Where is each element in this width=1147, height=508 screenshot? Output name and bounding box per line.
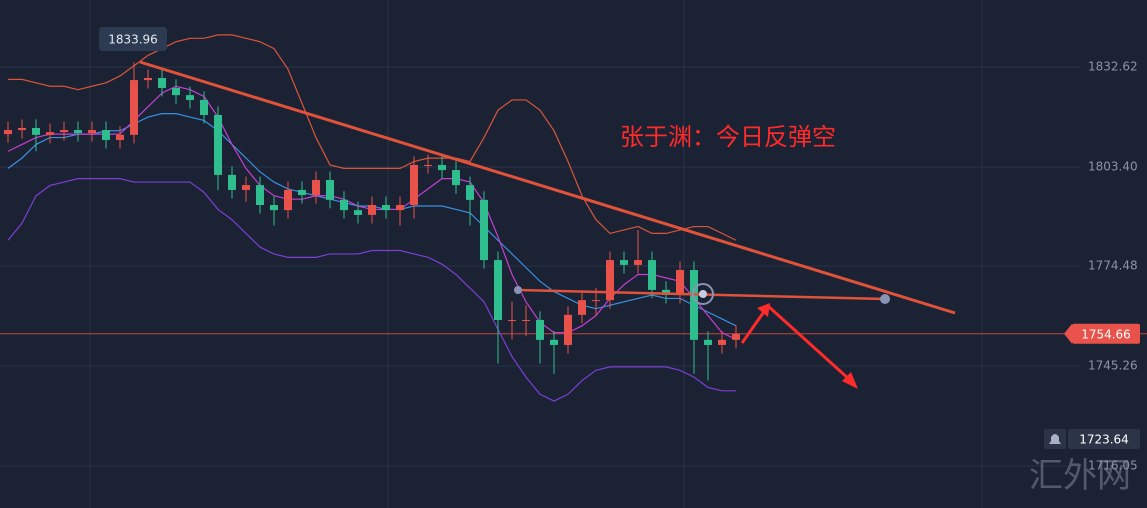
candle-body [214,114,222,175]
candle-body [32,127,40,135]
candle-body [284,189,292,211]
candle-body [396,204,404,211]
vertical-grid [89,0,983,508]
candle-body [88,130,96,134]
candle-body [18,127,26,131]
candle-body [200,99,208,115]
candle-body [158,78,166,88]
candle-body [550,339,558,345]
candle-body [312,180,320,196]
candle-body [410,164,418,205]
price-tag [1072,323,1140,344]
candle-body [634,260,642,265]
candle-body [732,333,740,340]
y-tick-label: 1774.48 [1088,258,1138,272]
line-handle [699,290,707,298]
candle-body [718,339,726,345]
candle-body [256,185,264,205]
candle-body [46,132,54,135]
candle-body [4,130,12,135]
line-handle [880,294,890,304]
alert-box [1068,429,1140,449]
candle-body [480,199,488,261]
alert-icon [1049,434,1061,444]
candle-body [172,87,180,96]
trend-line [139,60,956,315]
candle-body [186,95,194,100]
candles [4,62,740,381]
candle-body [298,189,306,196]
alert-price-label: 1723.64 [1079,433,1129,447]
indicator-line [7,178,736,402]
candle-body [242,185,250,190]
candle-body [116,134,124,140]
y-tick-label: 1803.40 [1088,160,1138,174]
indicator-line [8,34,737,241]
arrow-head [842,372,858,389]
candle-body [382,204,390,211]
line-handle [514,286,522,294]
candle-body [606,260,614,301]
candle-body [452,170,460,186]
candle-body [340,199,348,211]
candle-body [592,300,600,302]
candle-body [424,164,432,166]
candle-body [704,339,712,345]
high-tooltip: 1833.96 [108,33,158,47]
candle-body [522,319,530,321]
candle-body [508,319,516,321]
labels: 1832.62 1803.40 1774.48 1745.26 1716.05 1833.… [99,27,1140,472]
annotation: 张于渊：今日反弹空 [620,123,836,151]
candle-body [438,164,446,171]
candle-body [648,260,656,290]
candle-body [564,314,572,345]
line-handle [692,283,714,305]
candle-body [228,174,236,190]
candle-body [676,270,684,295]
price-tag-pointer [1064,323,1072,344]
candle-body [494,260,502,320]
candle-body [690,270,698,340]
current-price-label: 1754.66 [1081,327,1131,341]
y-tick-label: 1716.05 [1088,458,1138,472]
candle-body [270,204,278,211]
watermark: 汇外网 [1029,456,1131,496]
candle-body [74,130,82,134]
tooltip-box [99,27,167,51]
y-tick-label: 1745.26 [1088,358,1138,372]
candle-body [466,185,474,200]
candle-body [144,78,152,81]
grid [0,66,1147,467]
candle-body [578,300,586,315]
drawings [139,60,956,389]
candle-body [368,204,376,215]
candle-body [130,80,138,135]
candle-body [536,319,544,340]
candle-body [60,130,68,133]
arrow-head [757,303,770,317]
y-tick-label: 1832.62 [1088,60,1138,74]
candle-body [102,130,110,140]
candle-body [620,260,628,265]
candle-body [354,210,362,215]
candle-body [326,180,334,200]
